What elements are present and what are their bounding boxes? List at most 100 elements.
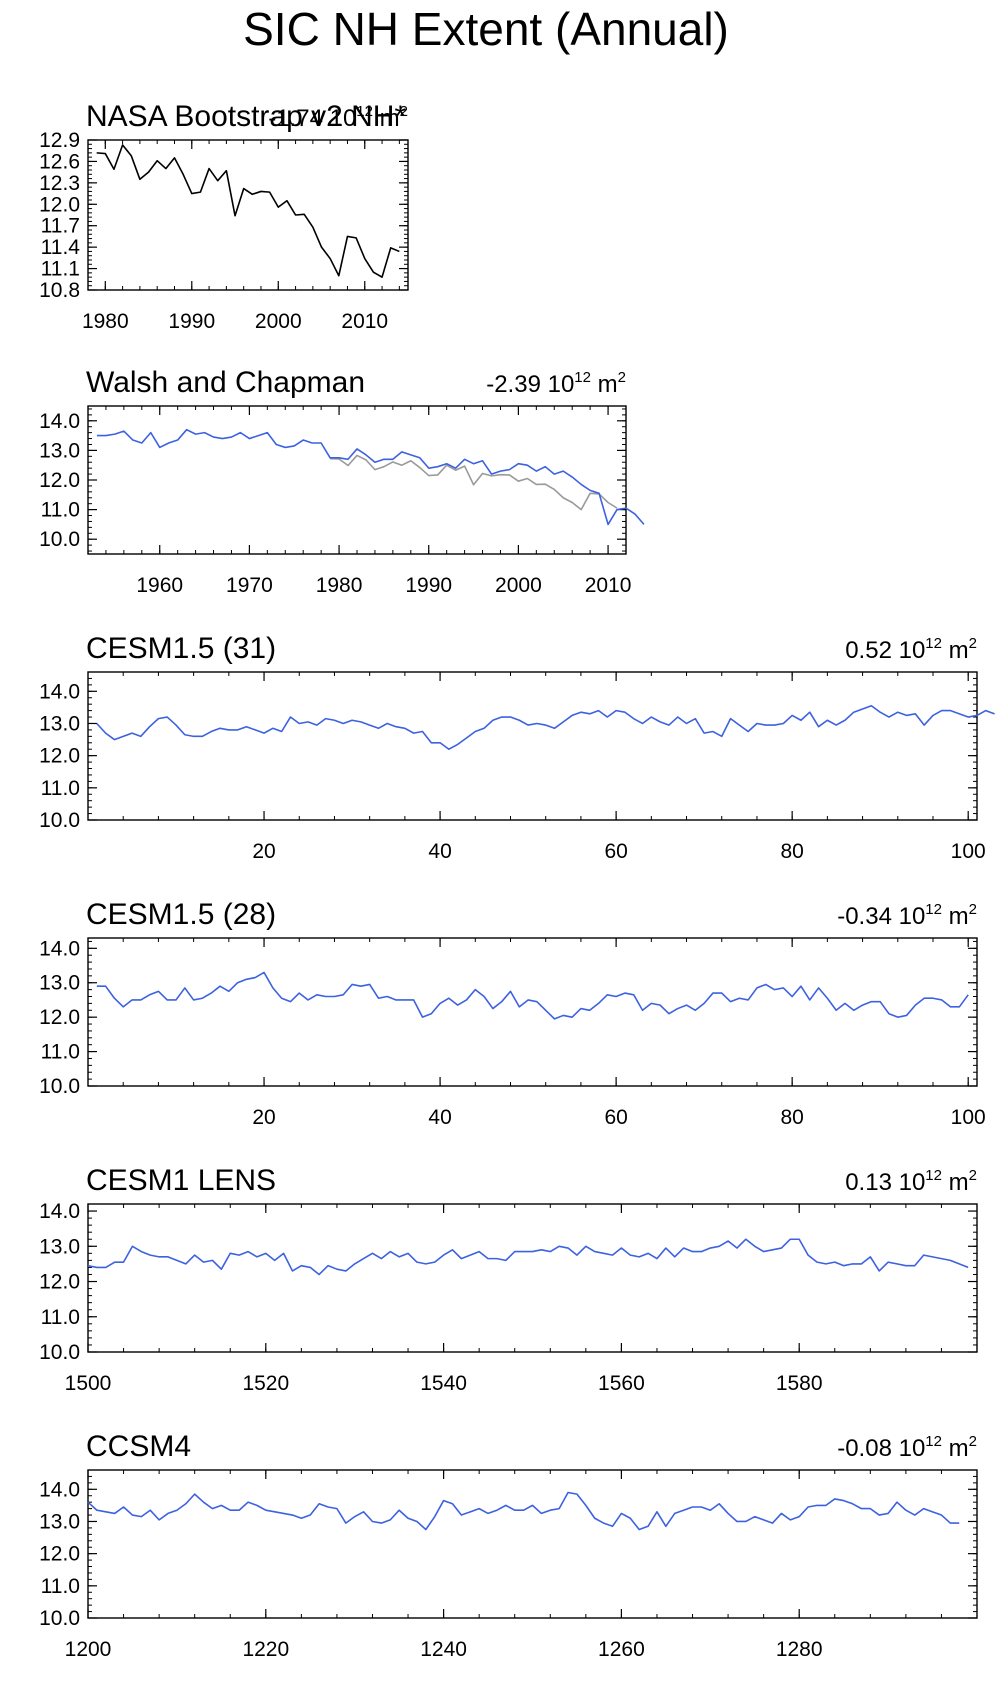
y-tick-label: 12.9 [39, 129, 80, 152]
x-tick-label: 1240 [420, 1638, 467, 1661]
y-tick-label: 12.0 [39, 469, 80, 492]
series-line-walsh-and-chapman [96, 428, 645, 526]
series-line-cesm1-lens [87, 1238, 969, 1276]
panel-title: Walsh and Chapman [86, 366, 365, 399]
x-tick-label: 100 [951, 840, 986, 863]
x-tick-label: 1980 [82, 310, 129, 333]
y-tick-label: 12.3 [39, 172, 80, 195]
y-tick-label: 14.0 [39, 410, 80, 433]
x-tick-label: 1260 [598, 1638, 645, 1661]
trend-units: 10 [899, 1169, 926, 1196]
x-tick-label: 100 [951, 1106, 986, 1129]
x-tick-label: 20 [252, 840, 275, 863]
x-tick-label: 1990 [405, 574, 452, 597]
trend-exponent: 12 [356, 103, 373, 120]
x-tick-label: 80 [780, 1106, 803, 1129]
y-tick-label: 11.0 [41, 777, 80, 800]
x-tick-label: 1990 [168, 310, 215, 333]
panel-2: Walsh and Chapman -2.39 1012 m2 10.0 11.0 12… [39, 366, 645, 597]
panel-title: CESM1.5 (31) [86, 632, 276, 665]
y-tick-label: 12.0 [39, 745, 80, 768]
plot-frame [87, 671, 978, 821]
x-tick-label: 1580 [776, 1372, 823, 1395]
x-tick-label: 40 [428, 840, 451, 863]
trend-m: m [942, 903, 969, 930]
x-tick-label: 1280 [776, 1638, 823, 1661]
y-tick-label: 12.0 [39, 193, 80, 216]
y-tick-label: 13.0 [39, 972, 80, 995]
y-tick-label: 14.0 [39, 1200, 80, 1223]
trend-value: 0.13 [845, 1169, 898, 1196]
x-tick-label: 1970 [226, 574, 273, 597]
trend-m: m [591, 371, 618, 398]
y-tick-label: 13.0 [39, 1235, 80, 1258]
series-line-cesm1-5-28 [96, 971, 969, 1020]
trend-value: -0.34 [837, 903, 898, 930]
y-tick-label: 13.0 [39, 439, 80, 462]
x-tick-label: 80 [780, 840, 803, 863]
y-tick-label: 11.0 [41, 1041, 80, 1064]
panel-title: CCSM4 [86, 1430, 191, 1463]
trend-exponent: 12 [925, 1167, 942, 1184]
y-tick-label: 11.0 [41, 1575, 80, 1598]
x-tick-label: 60 [604, 840, 627, 863]
panel-3: CESM1.5 (31) 0.52 1012 m2 10.0 11.0 12.0 13.0… [39, 632, 995, 863]
series-line-nasa-bootstrap [330, 454, 618, 511]
y-tick-label: 10.0 [39, 1341, 80, 1364]
x-tick-label: 1960 [136, 574, 183, 597]
trend-label: -0.34 1012 m2 [837, 901, 977, 930]
trend-units: 10 [899, 637, 926, 664]
panel-5: CESM1 LENS 0.13 1012 m2 10.0 11.0 12.0 13.0 14… [39, 1164, 978, 1395]
figure-title: SIC NH Extent (Annual) [243, 3, 729, 55]
trend-label: -1.74 1012 m2 [268, 103, 408, 132]
panel-6: CCSM4 -0.08 1012 m2 10.0 11.0 12.0 13.0 14.0 12… [39, 1430, 978, 1661]
series-line-cesm1-5-31 [96, 704, 995, 751]
series-line-ccsm4 [87, 1491, 960, 1531]
trend-m-squared: 2 [400, 103, 408, 120]
trend-m-squared: 2 [618, 369, 626, 386]
plot-frame [87, 1469, 978, 1619]
plot-frame [87, 139, 409, 291]
x-tick-label: 1220 [242, 1638, 289, 1661]
y-tick-label: 14.0 [39, 680, 80, 703]
trend-value: 0.52 [845, 637, 898, 664]
x-tick-label: 1500 [65, 1372, 112, 1395]
plot-frame [87, 937, 978, 1087]
trend-exponent: 12 [925, 1433, 942, 1450]
trend-units: 10 [548, 371, 575, 398]
y-tick-label: 13.0 [39, 1510, 80, 1533]
x-tick-label: 2000 [495, 574, 542, 597]
trend-m-squared: 2 [969, 901, 977, 918]
trend-m: m [942, 637, 969, 664]
x-tick-label: 1520 [242, 1372, 289, 1395]
x-tick-label: 1540 [420, 1372, 467, 1395]
trend-label: 0.52 1012 m2 [845, 635, 977, 664]
x-tick-label: 1560 [598, 1372, 645, 1395]
y-tick-label: 11.0 [41, 1306, 80, 1329]
y-tick-label: 10.8 [39, 279, 80, 302]
trend-units: 10 [899, 1435, 926, 1462]
x-tick-label: 20 [252, 1106, 275, 1129]
y-tick-label: 10.0 [39, 528, 80, 551]
panel-4: CESM1.5 (28) -0.34 1012 m2 10.0 11.0 12.0 13.… [39, 898, 986, 1129]
y-tick-label: 11.4 [41, 236, 81, 259]
trend-value: -2.39 [486, 371, 547, 398]
y-tick-label: 12.0 [39, 1543, 80, 1566]
trend-m: m [373, 105, 400, 132]
trend-exponent: 12 [925, 635, 942, 652]
trend-units: 10 [330, 105, 357, 132]
trend-exponent: 12 [925, 901, 942, 918]
plot-frame [87, 405, 627, 555]
y-tick-label: 14.0 [39, 937, 80, 960]
panel-title: CESM1 LENS [86, 1164, 276, 1197]
x-tick-label: 60 [604, 1106, 627, 1129]
trend-m-squared: 2 [969, 1433, 977, 1450]
y-tick-label: 10.0 [39, 1607, 80, 1630]
x-tick-label: 2010 [585, 574, 632, 597]
y-tick-label: 12.0 [39, 1006, 80, 1029]
trend-m: m [942, 1169, 969, 1196]
y-tick-label: 11.0 [41, 499, 80, 522]
y-tick-label: 11.1 [41, 258, 80, 281]
